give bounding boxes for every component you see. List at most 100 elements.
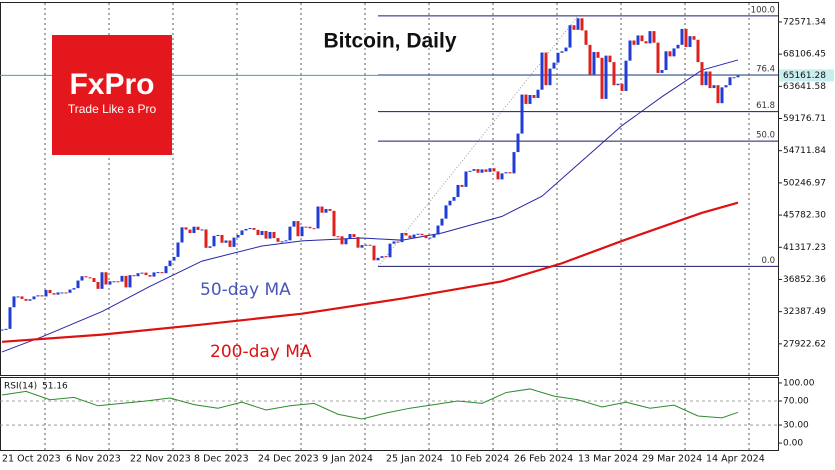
candle bbox=[608, 55, 612, 63]
candle bbox=[4, 328, 8, 330]
candle bbox=[488, 168, 492, 172]
candle bbox=[648, 31, 652, 44]
candle bbox=[636, 35, 640, 45]
candle bbox=[244, 228, 248, 231]
candle bbox=[700, 62, 704, 86]
candle bbox=[584, 30, 588, 45]
chart-title: Bitcoin, Daily bbox=[323, 30, 456, 53]
candle bbox=[20, 296, 24, 299]
candle bbox=[148, 275, 152, 277]
candle bbox=[152, 272, 156, 277]
candle bbox=[508, 172, 512, 174]
candle bbox=[332, 210, 336, 237]
x-tick-label: 10 Feb 2024 bbox=[450, 454, 509, 465]
candle bbox=[112, 281, 116, 283]
candle bbox=[528, 94, 532, 104]
candle bbox=[64, 292, 68, 294]
candle bbox=[644, 41, 648, 44]
y-tick-label: 54711.84 bbox=[783, 146, 826, 156]
candle bbox=[400, 232, 404, 243]
candle bbox=[632, 40, 636, 45]
candle bbox=[684, 28, 688, 47]
candle bbox=[36, 295, 40, 297]
candle bbox=[352, 234, 356, 238]
candle bbox=[296, 221, 300, 237]
rsi-line bbox=[1, 388, 739, 420]
candle bbox=[336, 236, 340, 238]
x-tick-label: 21 Oct 2023 bbox=[2, 454, 61, 465]
candle bbox=[88, 277, 92, 279]
candle bbox=[724, 85, 728, 88]
candle bbox=[200, 229, 204, 231]
candle bbox=[280, 241, 284, 243]
x-tick-label: 26 Feb 2024 bbox=[514, 454, 573, 465]
candle bbox=[364, 244, 368, 246]
rsi-panel bbox=[0, 377, 779, 451]
candle bbox=[80, 276, 84, 281]
candle bbox=[324, 208, 328, 213]
current-price-label: 65161.28 bbox=[783, 71, 826, 81]
x-tick-label: 14 Apr 2024 bbox=[706, 454, 765, 465]
candle bbox=[680, 28, 684, 45]
candle bbox=[396, 241, 400, 243]
candle bbox=[32, 296, 36, 300]
candle bbox=[480, 169, 484, 173]
candle bbox=[348, 234, 352, 239]
fib-label: 76.4 bbox=[756, 65, 775, 75]
y-tick-label: 45782.30 bbox=[783, 211, 826, 221]
candle bbox=[676, 44, 680, 49]
candle bbox=[96, 282, 100, 289]
fib-label: 61.8 bbox=[756, 101, 775, 111]
candle bbox=[252, 228, 256, 230]
candle bbox=[532, 94, 536, 98]
candle bbox=[448, 200, 452, 206]
y-tick-label: 68106.45 bbox=[783, 50, 826, 60]
candle bbox=[120, 275, 124, 282]
candle bbox=[320, 206, 324, 213]
candle bbox=[212, 235, 216, 247]
candle bbox=[460, 184, 464, 187]
rsi-value: 51.16 bbox=[42, 382, 68, 392]
candle bbox=[404, 232, 408, 236]
candle bbox=[548, 68, 552, 86]
candle bbox=[592, 52, 596, 75]
candle bbox=[436, 225, 440, 235]
candle bbox=[688, 36, 692, 47]
y-tick-label: 32387.49 bbox=[783, 307, 826, 317]
candle bbox=[144, 272, 148, 276]
candle bbox=[708, 71, 712, 89]
candle bbox=[60, 292, 64, 294]
candle bbox=[220, 234, 224, 243]
fib-label: 0.0 bbox=[761, 256, 775, 266]
candle bbox=[580, 18, 584, 31]
candle bbox=[704, 71, 708, 86]
candle bbox=[388, 243, 392, 258]
x-tick-label: 8 Dec 2023 bbox=[194, 454, 249, 465]
candle bbox=[416, 233, 420, 235]
candle bbox=[628, 40, 632, 61]
candle bbox=[512, 152, 516, 174]
x-tick-label: 13 Mar 2024 bbox=[578, 454, 638, 465]
candle bbox=[664, 51, 668, 71]
candle bbox=[372, 245, 376, 261]
candle bbox=[312, 228, 316, 230]
candle bbox=[224, 240, 228, 243]
x-tick-label: 22 Nov 2023 bbox=[130, 454, 191, 465]
candle bbox=[476, 169, 480, 173]
candle bbox=[596, 52, 600, 58]
candle bbox=[564, 47, 568, 52]
candle bbox=[56, 292, 60, 295]
candle bbox=[48, 289, 52, 294]
candle bbox=[8, 307, 12, 329]
candle bbox=[304, 226, 308, 228]
candle bbox=[184, 227, 188, 230]
candle bbox=[240, 230, 244, 235]
candle bbox=[384, 256, 388, 258]
candle bbox=[108, 281, 112, 285]
candle bbox=[176, 242, 180, 257]
candle bbox=[652, 31, 656, 43]
candle bbox=[716, 85, 720, 104]
logo-name: FxPro bbox=[69, 68, 154, 101]
y-tick-label: 41317.23 bbox=[783, 243, 826, 253]
candle bbox=[188, 229, 192, 234]
